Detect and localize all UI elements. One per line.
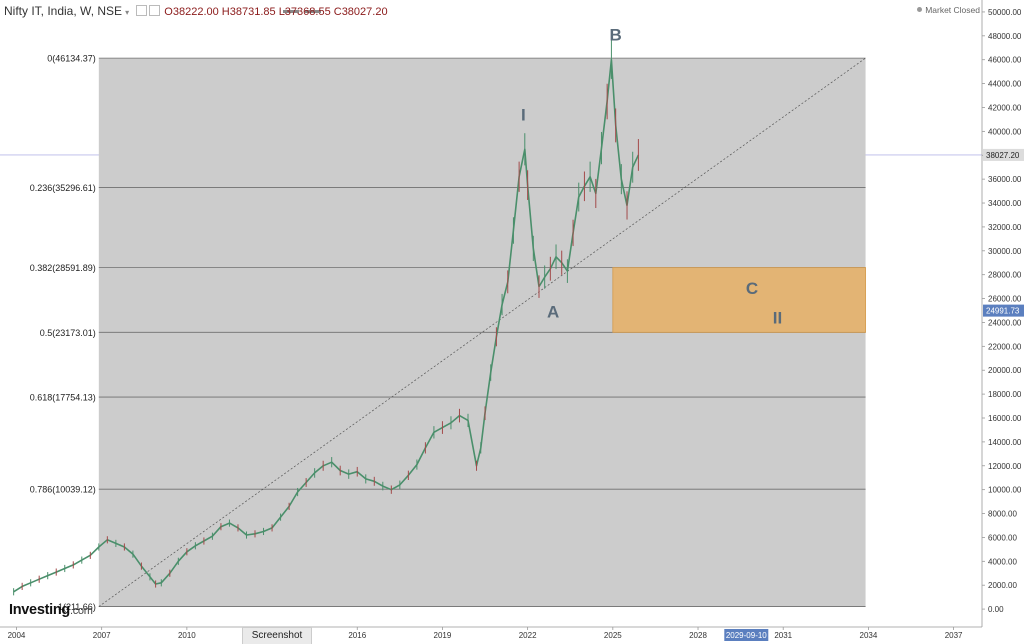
- x-tick-label: 2010: [178, 631, 196, 640]
- settings-box-icon[interactable]: [136, 5, 148, 16]
- y-tick-label: 14000.00: [988, 438, 1022, 447]
- brand-name: Investing: [9, 602, 70, 618]
- x-tick-label: 2004: [8, 631, 26, 640]
- y-tick-label: 50000.00: [988, 8, 1022, 17]
- x-tick-label: 2016: [348, 631, 366, 640]
- y-tick-label: 12000.00: [988, 462, 1022, 471]
- trend-line: [98, 57, 866, 607]
- x-tick-label: 2019: [434, 631, 452, 640]
- y-tick-label: 28000.00: [988, 271, 1022, 280]
- fib-label: 0.786(10039.12): [30, 485, 96, 495]
- x-tick-label: 2028: [689, 631, 707, 640]
- brand-suffix: .com: [69, 605, 93, 617]
- wave-label: B: [610, 26, 622, 45]
- market-status-text: Market Closed: [925, 5, 980, 15]
- y-tick-label: 16000.00: [988, 414, 1022, 423]
- y-tick-label: 24000.00: [988, 318, 1022, 327]
- cursor-date-label: 2029-09-10: [726, 631, 767, 640]
- y-tick-label: 10000.00: [988, 486, 1022, 495]
- y-tick-label: 4000.00: [988, 557, 1017, 566]
- y-tick-label: 18000.00: [988, 390, 1022, 399]
- y-tick-label: 42000.00: [988, 103, 1022, 112]
- fib-label: 0.5(23173.01): [40, 328, 96, 338]
- wave-label: A: [547, 303, 559, 322]
- chart-header: Nifty IT, India, W, NSE ▾ O38222.00 H387…: [4, 4, 388, 18]
- fib-label: 0.618(17754.13): [30, 393, 96, 403]
- ohlc-high: H38731.85: [221, 6, 276, 18]
- crosshair-price-tag: [983, 304, 1024, 317]
- y-tick-label: 48000.00: [988, 32, 1022, 41]
- fib-label: 0.382(28591.89): [30, 263, 96, 273]
- x-tick-label: 2031: [774, 631, 792, 640]
- y-tick-label: 0.00: [988, 605, 1004, 614]
- y-tick-label: 6000.00: [988, 533, 1017, 542]
- y-tick-label: 2000.00: [988, 581, 1017, 590]
- wave-label: I: [521, 106, 526, 125]
- y-tick-label: 22000.00: [988, 342, 1022, 351]
- symbol-title[interactable]: Nifty IT, India, W, NSE: [4, 4, 123, 18]
- status-dot-icon: [917, 7, 923, 12]
- toolbar-tabs[interactable]: [283, 0, 333, 13]
- visibility-box-icon[interactable]: [149, 5, 161, 16]
- ohlc-low: L37368.55: [278, 6, 331, 18]
- x-tick-label: 2007: [93, 631, 111, 640]
- cursor-date-tag: [724, 629, 769, 641]
- y-tick-label: 26000.00: [988, 295, 1022, 304]
- y-tick-label: 20000.00: [988, 366, 1022, 375]
- y-tick-label: 32000.00: [988, 223, 1022, 232]
- wave-label: C: [746, 279, 758, 298]
- crosshair-price-label: 24991.73: [986, 307, 1020, 316]
- fib-label: 0(46134.37): [47, 54, 96, 64]
- brand-logo[interactable]: Investing.com: [9, 602, 93, 618]
- last-price-label: 38027.20: [986, 151, 1020, 160]
- ohlc-open: O38222.00: [164, 6, 219, 18]
- wave-label: II: [773, 309, 782, 328]
- screenshot-button[interactable]: Screenshot: [242, 627, 312, 644]
- x-tick-label: 2022: [519, 631, 537, 640]
- y-tick-label: 40000.00: [988, 127, 1022, 136]
- symbol-caret-icon[interactable]: ▾: [125, 8, 130, 17]
- target-zone[interactable]: [612, 267, 866, 333]
- x-tick-label: 2025: [604, 631, 622, 640]
- y-tick-label: 8000.00: [988, 510, 1017, 519]
- y-tick-label: 30000.00: [988, 247, 1022, 256]
- fib-label: 0.236(35296.61): [30, 183, 96, 193]
- ohlc-close: C38027.20: [333, 6, 388, 18]
- market-status: Market Closed: [917, 5, 980, 15]
- y-tick-label: 44000.00: [988, 80, 1022, 89]
- price-series-line: [13, 58, 640, 593]
- y-tick-label: 34000.00: [988, 199, 1022, 208]
- x-tick-label: 2037: [945, 631, 963, 640]
- last-price-tag: [983, 148, 1024, 161]
- fib-label: 1(211.66): [58, 602, 96, 612]
- y-tick-label: 36000.00: [988, 175, 1022, 184]
- y-tick-label: 46000.00: [988, 56, 1022, 65]
- x-tick-label: 2034: [860, 631, 878, 640]
